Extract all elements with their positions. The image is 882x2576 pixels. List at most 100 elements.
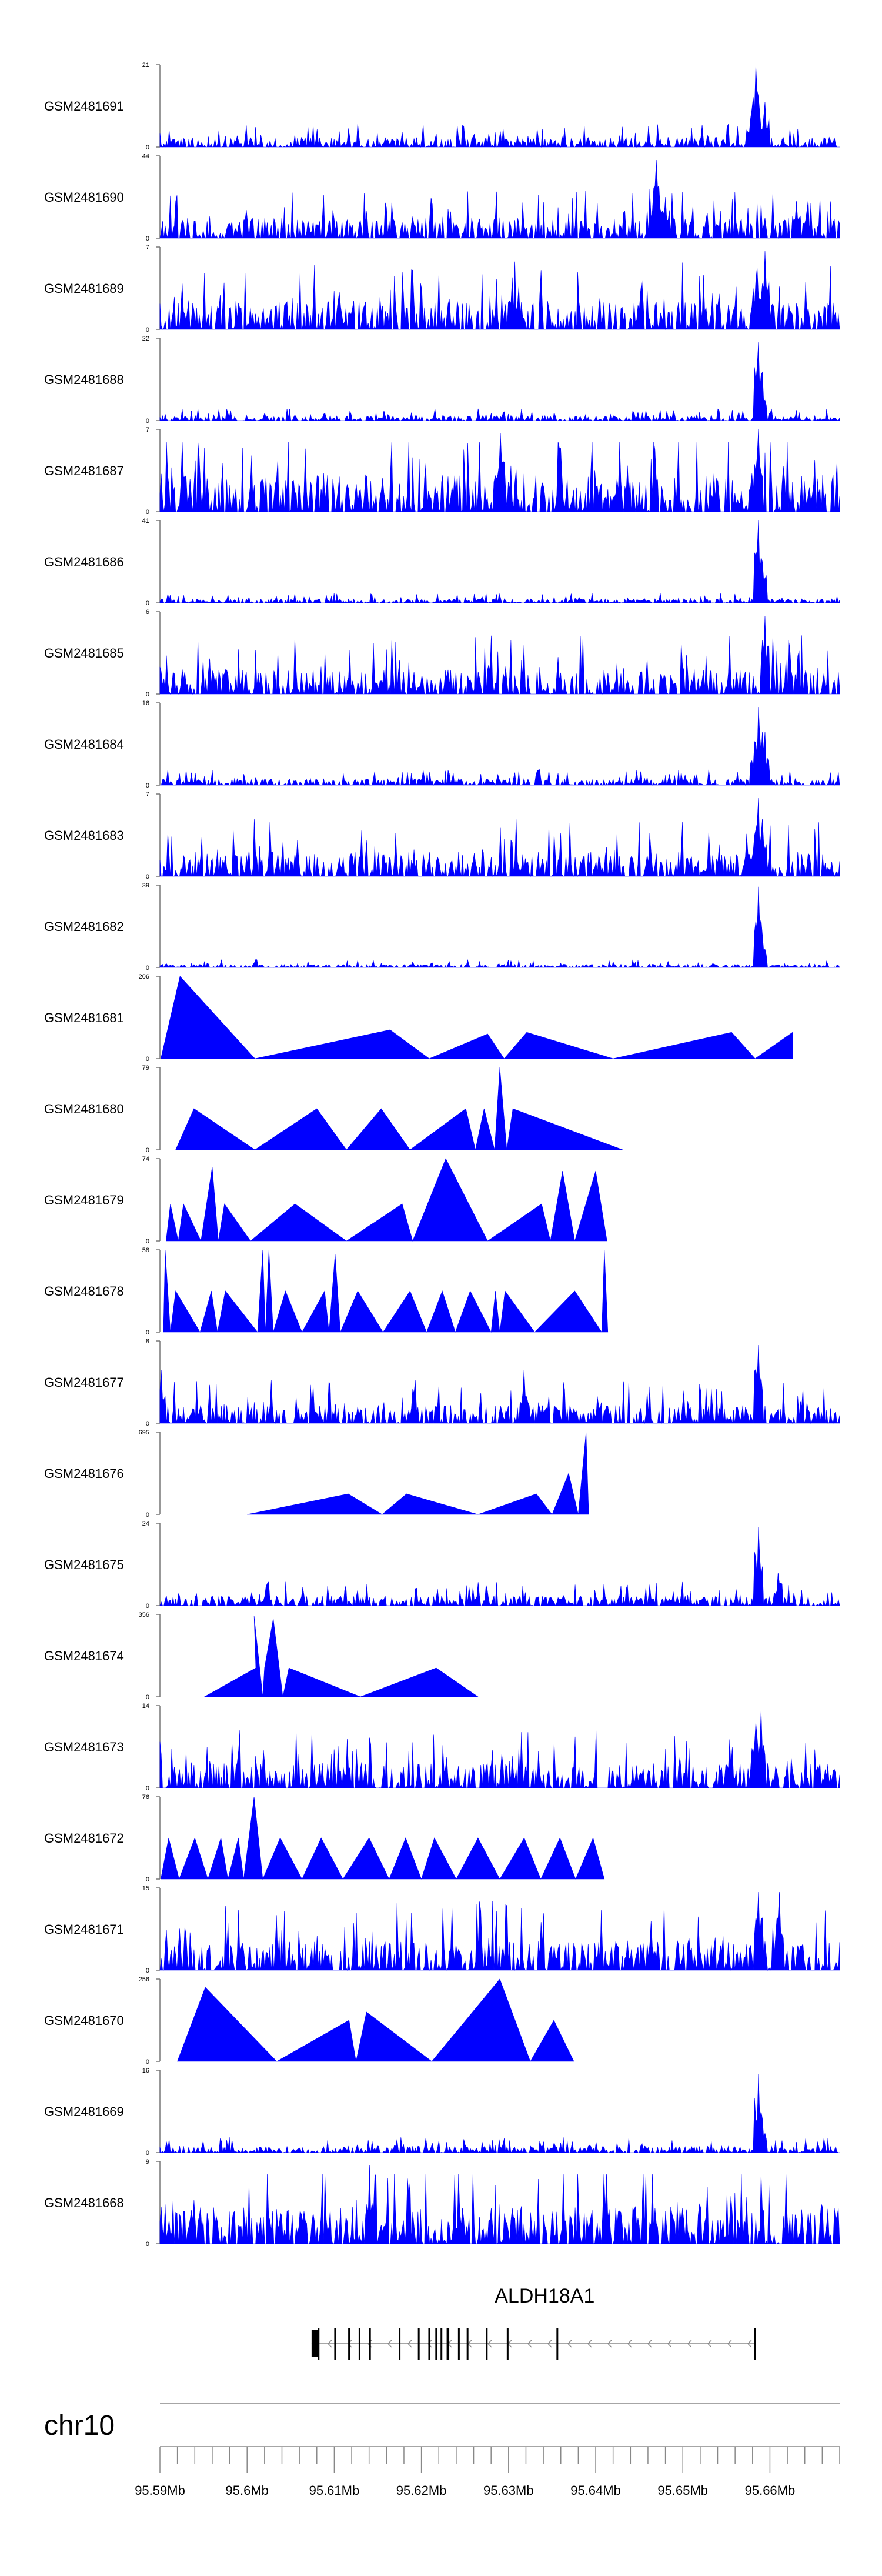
track-gsm2481676: GSM2481676 695 0 (44, 1429, 589, 1519)
strand-arrow (407, 2340, 412, 2348)
coverage-area (160, 706, 840, 786)
y-axis-max-label: 14 (142, 1703, 149, 1710)
y-axis-min-label: 0 (146, 1511, 149, 1519)
coverage-area (247, 1432, 589, 1515)
track-gsm2481688: GSM2481688 22 0 (44, 335, 840, 425)
strand-arrow (327, 2340, 332, 2348)
coverage-area (159, 1709, 840, 1789)
track-gsm2481690: GSM2481690 44 0 (44, 153, 840, 242)
x-axis-tick-label: 95.66Mb (745, 2483, 796, 2498)
y-axis-max-label: 6 (146, 609, 149, 616)
y-axis-max-label: 21 (142, 62, 149, 69)
gene-exon (334, 2328, 336, 2360)
track-gsm2481668: GSM2481668 9 0 (44, 2158, 840, 2248)
coverage-area (159, 1891, 840, 1971)
track-label: GSM2481678 (44, 1284, 124, 1299)
x-axis-tick-label: 95.64Mb (570, 2483, 621, 2498)
track-gsm2481678: GSM2481678 58 0 (44, 1247, 609, 1336)
track-label: GSM2481689 (44, 281, 124, 296)
track-label: GSM2481687 (44, 463, 124, 478)
strand-arrow (727, 2340, 732, 2348)
track-label: GSM2481672 (44, 1831, 124, 1846)
y-axis-max-label: 356 (139, 1611, 149, 1619)
y-axis-min-label: 0 (146, 873, 149, 880)
gene-exon (440, 2328, 443, 2360)
track-gsm2481691: GSM2481691 21 0 (44, 62, 840, 151)
track-gsm2481685: GSM2481685 6 0 (44, 609, 840, 698)
gene-exon (446, 2328, 450, 2360)
gene-name-label: ALDH18A1 (495, 2285, 594, 2307)
track-gsm2481684: GSM2481684 16 0 (44, 700, 840, 789)
y-axis-min-label: 0 (146, 2058, 149, 2066)
y-axis-max-label: 206 (139, 973, 149, 980)
strand-arrow (527, 2340, 532, 2348)
track-gsm2481673: GSM2481673 14 0 (44, 1703, 840, 1792)
gene-exon (486, 2328, 488, 2360)
gene-exon (428, 2328, 430, 2360)
y-axis-min-label: 0 (146, 1420, 149, 1427)
coverage-area (159, 429, 840, 512)
y-axis-max-label: 9 (146, 2158, 149, 2165)
y-axis-min-label: 0 (146, 782, 149, 789)
track-label: GSM2481673 (44, 1740, 124, 1754)
track-label: GSM2481671 (44, 1922, 124, 1937)
track-gsm2481680: GSM2481680 79 0 (44, 1065, 623, 1154)
strand-arrow (587, 2340, 592, 2348)
y-axis-min-label: 0 (146, 600, 149, 607)
y-axis-max-label: 79 (142, 1065, 149, 1072)
y-axis-min-label: 0 (146, 691, 149, 698)
coverage-area (177, 1978, 574, 2062)
y-axis-min-label: 0 (146, 418, 149, 425)
y-axis-min-label: 0 (146, 326, 149, 333)
track-gsm2481686: GSM2481686 41 0 (44, 518, 840, 607)
track-gsm2481677: GSM2481677 8 0 (44, 1338, 840, 1427)
y-axis-min-label: 0 (146, 1329, 149, 1336)
track-gsm2481672: GSM2481672 76 0 (44, 1794, 605, 1883)
y-axis-min-label: 0 (146, 509, 149, 516)
coverage-area (159, 1344, 840, 1424)
strand-arrow (387, 2340, 392, 2348)
y-axis-min-label: 0 (146, 1238, 149, 1245)
y-axis-min-label: 0 (146, 1876, 149, 1883)
y-axis-min-label: 0 (146, 1603, 149, 1610)
coverage-area (159, 342, 840, 422)
track-label: GSM2481685 (44, 646, 124, 660)
coverage-area (163, 1249, 609, 1333)
y-axis-max-label: 7 (146, 791, 149, 798)
coverage-area (159, 798, 840, 877)
y-axis-max-label: 16 (142, 700, 149, 707)
gene-exon (435, 2328, 437, 2360)
y-axis-max-label: 44 (142, 153, 149, 160)
coverage-area (159, 615, 840, 695)
strand-arrow (707, 2340, 712, 2348)
gene-exon (399, 2328, 401, 2360)
gene-exon (318, 2328, 320, 2360)
track-gsm2481675: GSM2481675 24 0 (44, 1520, 840, 1610)
track-gsm2481669: GSM2481669 16 0 (44, 2067, 840, 2157)
coverage-area (166, 1158, 607, 1242)
track-gsm2481674: GSM2481674 356 0 (44, 1611, 479, 1701)
gene-exon (417, 2328, 420, 2360)
gene-exon (358, 2328, 360, 2360)
gene-exon (369, 2328, 371, 2360)
track-gsm2481683: GSM2481683 7 0 (44, 791, 840, 880)
y-axis-min-label: 0 (146, 1056, 149, 1063)
y-axis-min-label: 0 (146, 1147, 149, 1154)
y-axis-min-label: 0 (146, 1785, 149, 1792)
track-label: GSM2481681 (44, 1010, 124, 1025)
strand-arrow (687, 2340, 692, 2348)
y-axis-max-label: 8 (146, 1338, 149, 1345)
track-gsm2481689: GSM2481689 7 0 (44, 244, 840, 333)
gene-exon (457, 2328, 460, 2360)
track-label: GSM2481676 (44, 1466, 124, 1481)
track-gsm2481682: GSM2481682 39 0 (44, 882, 840, 972)
y-axis-max-label: 256 (139, 1976, 149, 1983)
gene-exon (754, 2328, 756, 2360)
y-axis-min-label: 0 (146, 1694, 149, 1701)
coverage-area (159, 1527, 840, 1607)
track-label: GSM2481688 (44, 372, 124, 387)
x-axis-tick-label: 95.62Mb (396, 2483, 447, 2498)
track-label: GSM2481669 (44, 2104, 124, 2119)
y-axis-min-label: 0 (146, 965, 149, 972)
